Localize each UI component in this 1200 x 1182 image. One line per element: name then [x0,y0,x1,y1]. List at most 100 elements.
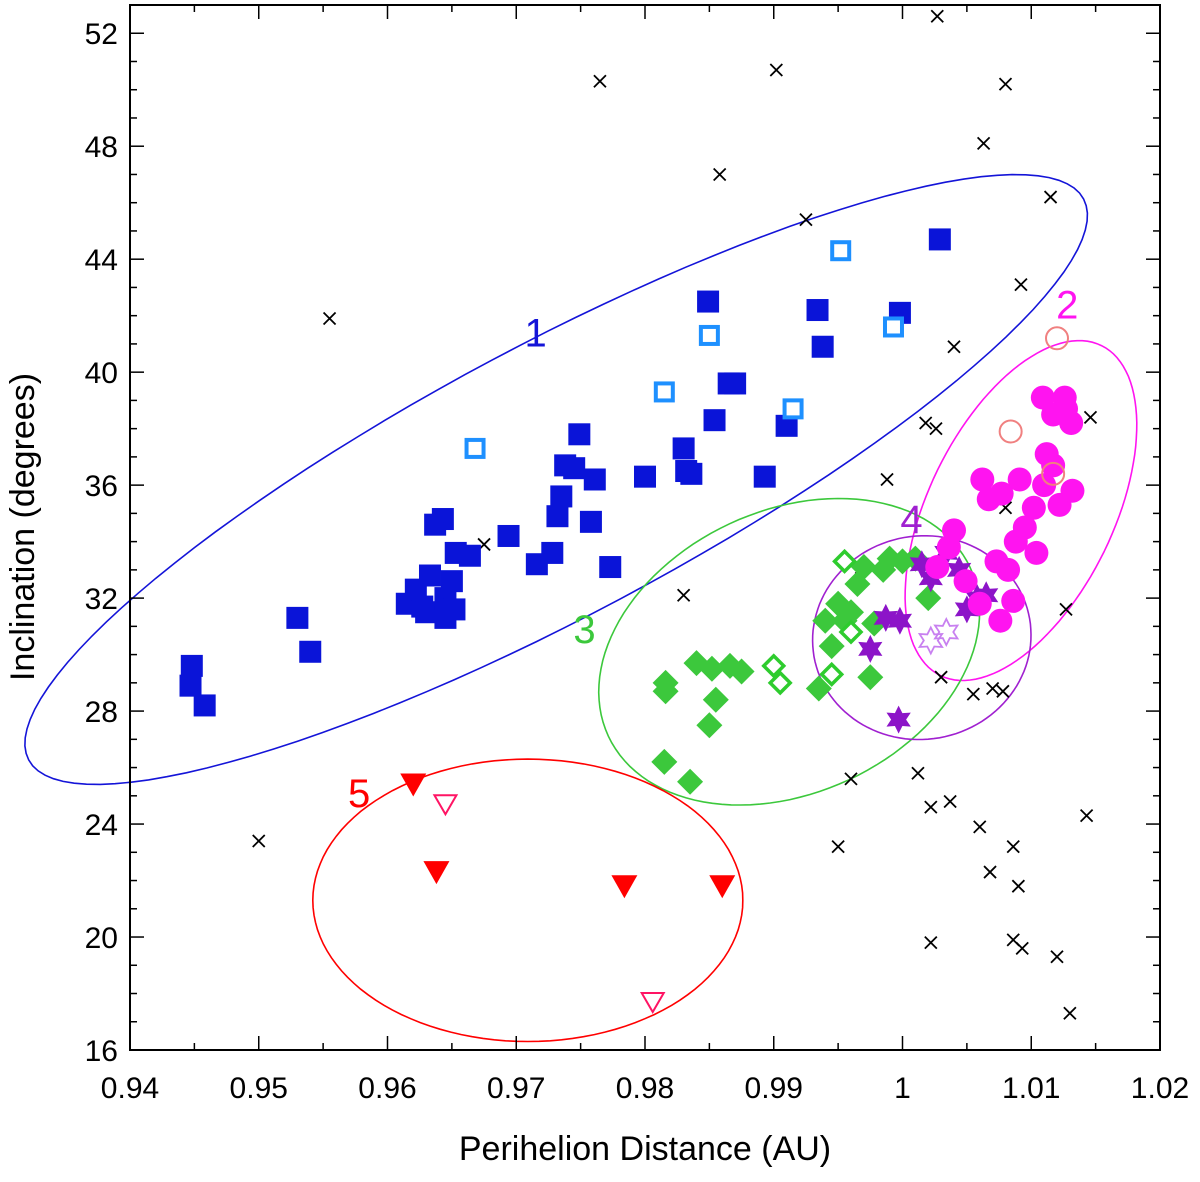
circle-marker [988,608,1013,633]
circle-marker [1012,515,1037,540]
square-marker [680,462,703,485]
x-marker [1006,840,1020,854]
x-axis-title: Perihelion Distance (AU) [459,1130,831,1168]
square-marker [568,423,591,446]
x-marker [1050,950,1064,964]
square-marker [431,508,454,531]
diamond-marker [915,585,942,612]
x-marker [252,834,266,848]
square-marker [753,465,776,488]
x-marker [880,472,894,487]
square-marker [563,457,586,480]
triangle-marker [611,875,638,899]
diamond-open-marker [832,548,858,574]
square-marker [806,299,829,322]
x-marker [593,74,607,88]
x-marker [943,794,957,809]
data-points [179,9,1098,1020]
diamond-marker [850,554,877,581]
square-marker [599,556,622,579]
x-marker [1015,941,1029,955]
circle-marker [953,569,978,594]
x-tick-label: 0.98 [616,1072,674,1105]
square-marker [724,372,747,395]
circle-marker [967,591,992,616]
x-marker [976,136,991,151]
cluster-label-1: 1 [524,312,546,356]
x-marker [1063,1006,1077,1020]
cluster-ellipse-3 [597,497,981,806]
diamond-open-marker [838,619,864,645]
star-marker [947,555,972,584]
diamond-marker [805,675,832,702]
square-marker [811,335,834,358]
circle-open-marker [998,419,1023,444]
diamond-marker [702,686,729,713]
square-open-marker [882,316,904,338]
square-marker [443,598,466,621]
square-marker [415,601,438,624]
square-marker [928,228,951,251]
y-axis-title: Inclination (degrees) [4,373,42,681]
diamond-marker [818,633,845,660]
square-marker [440,570,463,593]
triangle-open-marker [432,794,459,817]
x-marker [1079,808,1094,823]
square-open-marker [464,437,486,459]
x-marker [1043,190,1058,204]
star-marker [954,595,979,624]
cluster-ellipses [24,173,1138,1043]
x-marker [998,77,1013,91]
x-marker [1011,879,1026,893]
x-marker [930,9,944,23]
circle-open-marker [1041,461,1066,486]
circle-marker [1060,478,1085,503]
x-marker [844,772,858,786]
star-marker [887,606,912,635]
x-marker [831,840,845,854]
y-tick-label: 44 [85,244,118,277]
star-marker [918,564,943,593]
y-tick-label: 16 [85,1035,118,1068]
diamond-open-marker [767,670,793,696]
x-marker [769,63,783,77]
circle-marker [996,557,1021,582]
x-marker [1014,277,1028,292]
x-marker [947,340,961,354]
axis-ticks [129,4,1161,1051]
square-marker [697,290,720,313]
x-marker [983,865,997,879]
plot-frame [129,4,1161,1051]
diamond-marker [677,768,704,795]
circle-marker [1024,540,1049,565]
circle-marker [1021,495,1046,520]
square-marker [418,564,441,587]
x-marker [934,670,948,684]
cluster-ellipse-5 [311,758,744,1043]
x-marker [924,800,938,814]
triangle-marker [423,861,450,885]
circle-marker [942,518,966,543]
diamond-marker [651,748,678,775]
x-tick-label: 1.02 [1131,1072,1189,1105]
cluster-label-4: 4 [900,498,922,542]
square-open-marker [653,381,675,403]
square-marker [550,485,573,508]
square-marker [497,524,520,547]
diamond-marker [857,664,884,691]
square-open-marker [698,324,720,346]
circle-marker [1059,411,1084,435]
circle-marker [1007,467,1032,492]
circle-marker [970,467,995,492]
cluster-label-3: 3 [573,608,595,652]
y-tick-labels: 16 20 24 28 32 36 40 44 48 52 [85,18,118,1068]
triangle-marker [709,875,736,899]
y-tick-label: 36 [85,470,118,503]
diamond-marker [698,655,725,682]
diamond-marker [838,599,864,626]
circle-marker [1041,453,1066,478]
x-tick-label: 1.01 [1002,1072,1060,1105]
circle-marker [925,555,950,580]
cluster-ellipse-2 [904,339,1138,682]
x-marker [929,422,943,436]
